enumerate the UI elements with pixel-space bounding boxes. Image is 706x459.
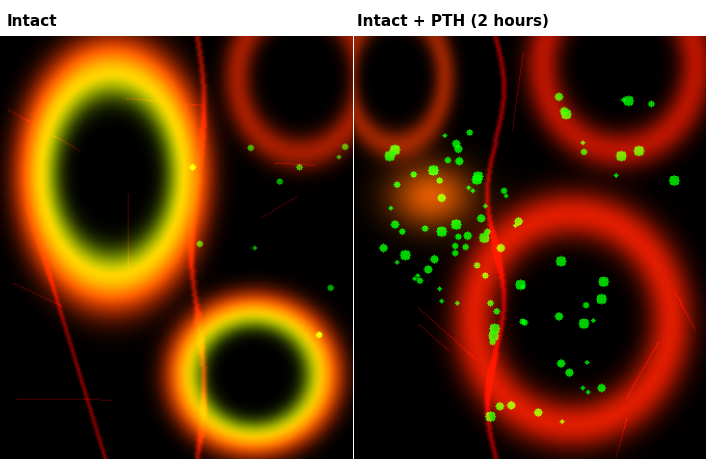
- Text: Intact + PTH (2 hours): Intact + PTH (2 hours): [357, 14, 549, 29]
- Text: Intact: Intact: [7, 14, 58, 29]
